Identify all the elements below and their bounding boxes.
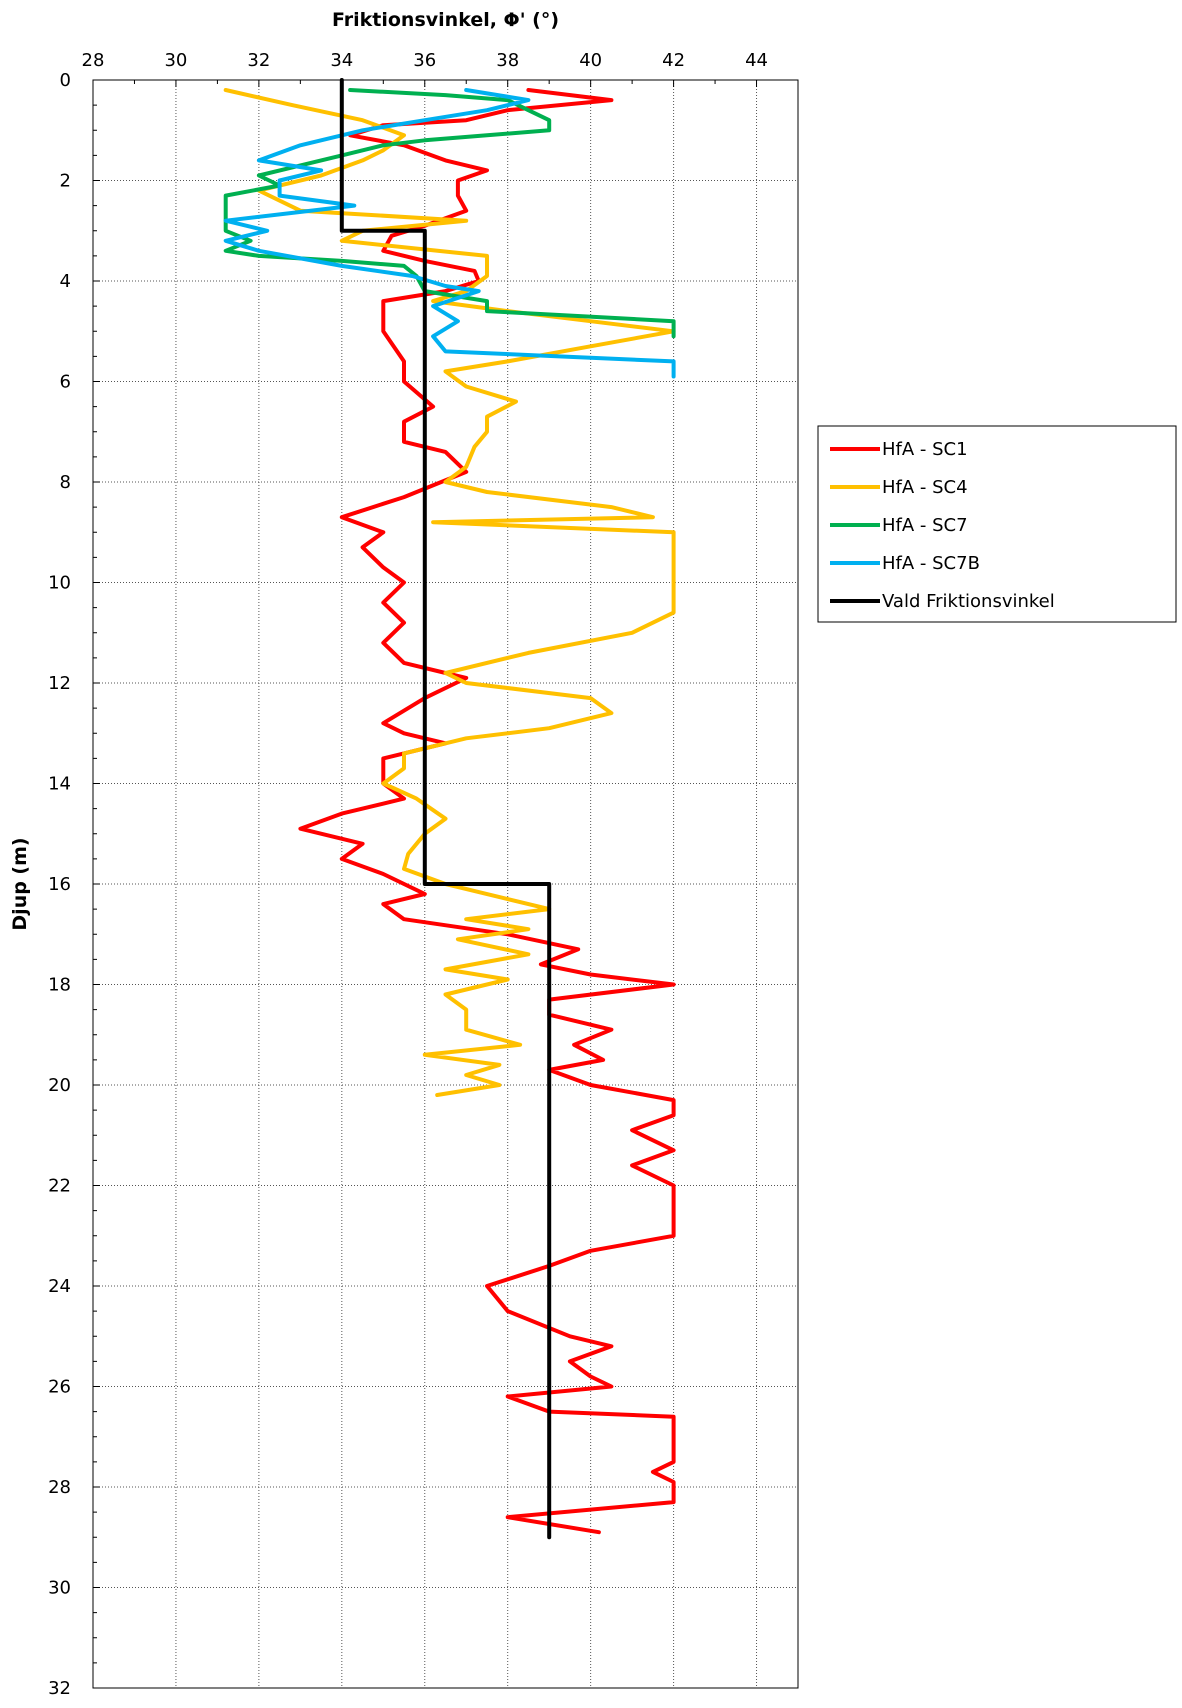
x-tick-label: 38 [496, 50, 519, 71]
x-tick-label: 44 [745, 50, 768, 71]
y-tick-label: 30 [48, 1578, 71, 1599]
legend-label: HfA - SC1 [882, 439, 968, 460]
y-tick-label: 12 [48, 673, 71, 694]
x-tick-label: 36 [413, 50, 436, 71]
y-tick-label: 22 [48, 1176, 71, 1197]
y-tick-label: 6 [60, 372, 71, 393]
series-line-5 [339, 78, 552, 1540]
axes [92, 79, 799, 1689]
y-tick-label: 10 [48, 573, 71, 594]
legend: HfA - SC1 HfA - SC4 HfA - SC7 HfA - SC7B Val… [817, 425, 1177, 623]
plot-frame [92, 79, 799, 1689]
y-tick-label: 0 [60, 70, 71, 91]
legend-label: HfA - SC7 [882, 515, 968, 536]
y-tick-label: 16 [48, 874, 71, 895]
tick-labels: 28 30 32 34 36 38 40 42 440246810121416182022242… [48, 50, 768, 1699]
legend-label: Vald Friktionsvinkel [882, 591, 1055, 612]
y-tick-label: 28 [48, 1477, 71, 1498]
x-tick-label: 28 [82, 50, 105, 71]
x-tick-label: 40 [579, 50, 602, 71]
x-axis-title: Friktionsvinkel, Φ' (°) [332, 9, 559, 31]
grid [92, 79, 798, 1689]
series-line-4 [223, 88, 676, 379]
y-tick-label: 2 [60, 171, 71, 192]
legend-label: HfA - SC7B [882, 553, 980, 574]
y-tick-label: 4 [60, 271, 71, 292]
legend-label: HfA - SC4 [882, 477, 968, 498]
series-line-2 [223, 88, 676, 1097]
x-tick-label: 30 [164, 50, 187, 71]
series-line-3 [223, 88, 676, 339]
y-tick-label: 26 [48, 1377, 71, 1398]
y-tick-label: 14 [48, 774, 71, 795]
y-tick-label: 18 [48, 975, 71, 996]
x-tick-label: 34 [330, 50, 353, 71]
series-layer [223, 78, 676, 1540]
y-tick-label: 32 [48, 1678, 71, 1699]
y-axis-title: Djup (m) [9, 837, 31, 930]
y-tick-label: 24 [48, 1276, 71, 1297]
y-tick-label: 20 [48, 1075, 71, 1096]
x-tick-label: 32 [247, 50, 270, 71]
x-tick-label: 42 [662, 50, 685, 71]
y-tick-label: 8 [60, 472, 71, 493]
